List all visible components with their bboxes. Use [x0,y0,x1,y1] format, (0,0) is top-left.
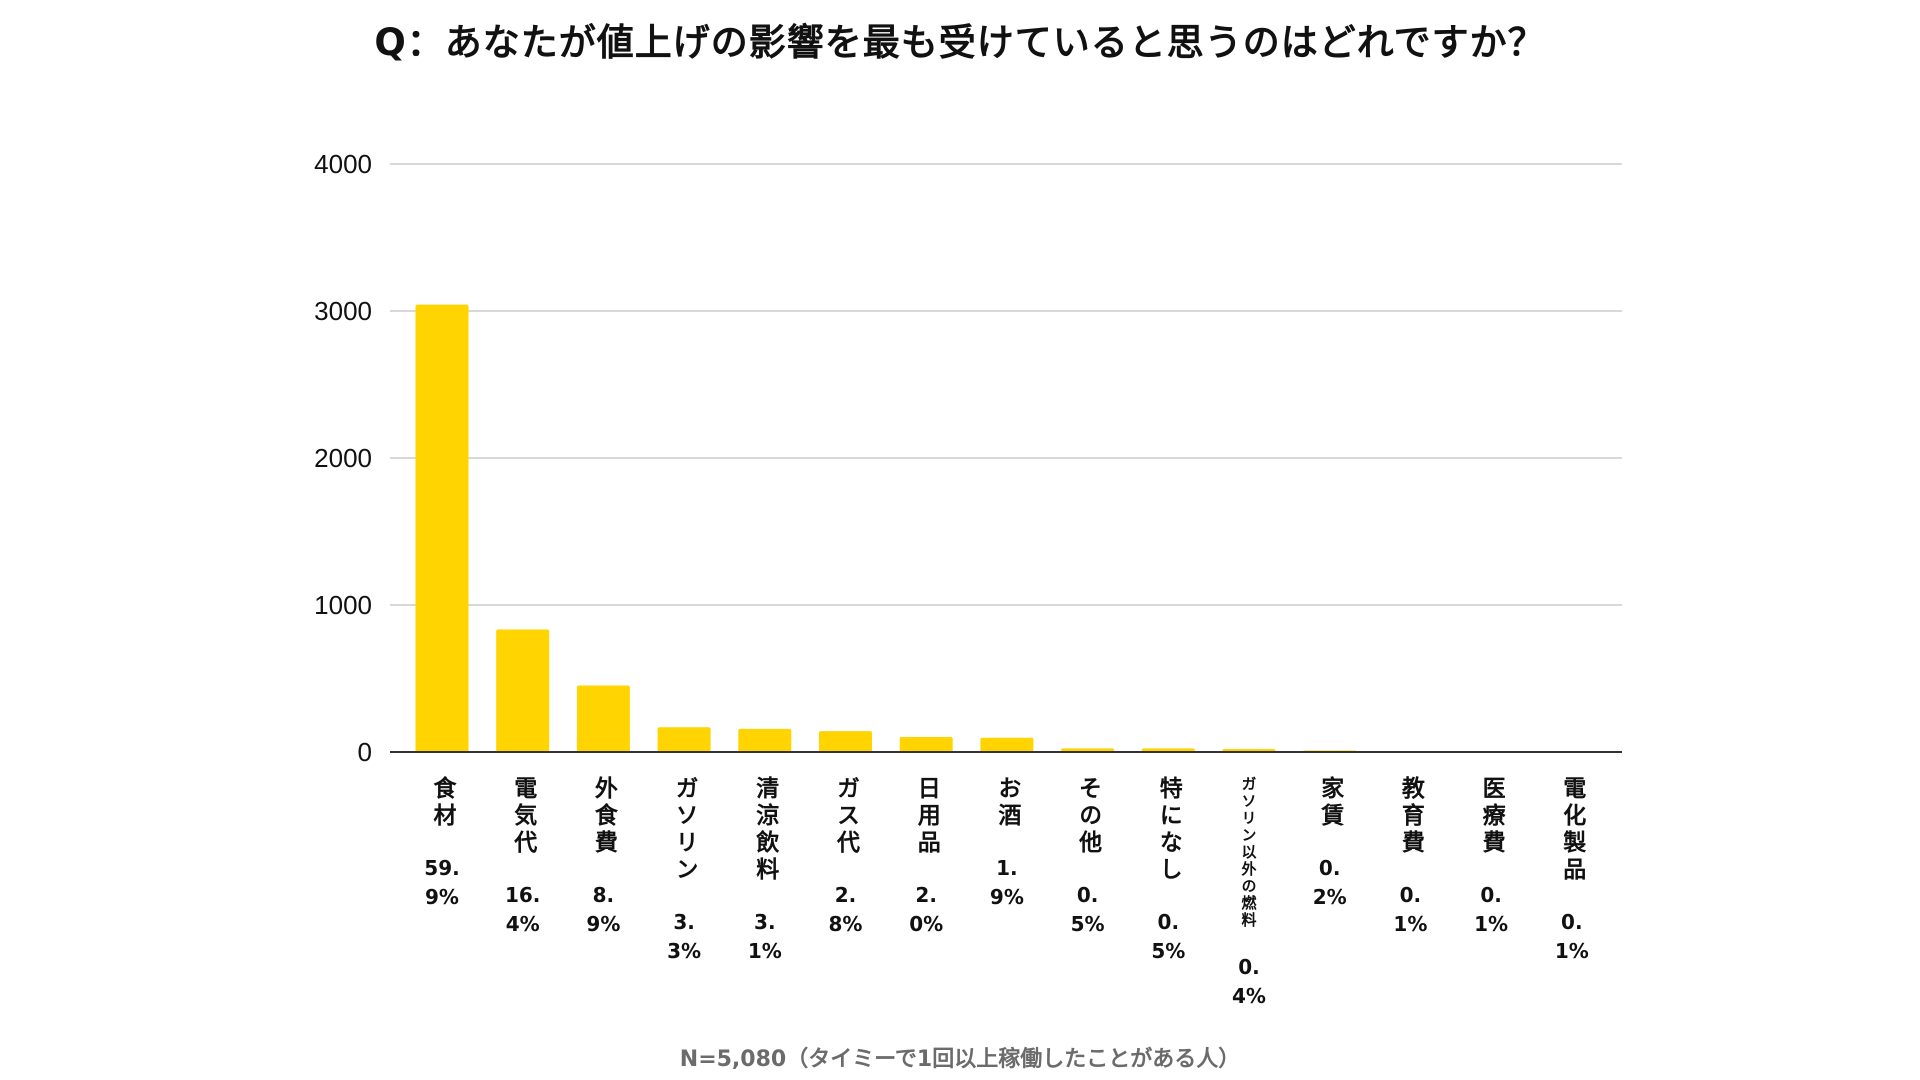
y-tick-label: 1000 [314,590,372,620]
bar [738,728,792,752]
category-label-group: お酒 1.9% [969,776,1045,912]
percent-label: 16.4% [504,883,541,936]
category-label: 外食費 [590,776,617,857]
category-label-group: ガス代 2.8% [808,776,884,939]
category-label-group: 食材 59.9% [404,776,480,912]
category-label-group: 教育費 0.1% [1372,776,1448,939]
category-label: 電化製品 [1558,776,1585,884]
category-label: 電気代 [509,776,536,857]
percent-label: 8.9% [586,883,621,936]
category-label: 特になし [1155,776,1182,884]
bar [657,727,711,752]
percent-label: 2.8% [828,883,863,936]
percent-label: 0.4% [1232,955,1266,1008]
percent-label: 0.5% [1151,910,1186,963]
percent-label: 59.9% [424,856,460,909]
category-label: ガソリン [671,776,698,884]
category-label-group: ガソリン 3.3% [646,776,722,966]
y-axis-ticks: 0 1000 2000 3000 4000 [314,149,372,767]
bar [415,304,469,752]
y-tick-label: 3000 [314,296,372,326]
y-tick-label: 0 [358,737,372,767]
category-label: ガソリン以外の燃料 [1239,776,1258,929]
category-label: 家賃 [1316,776,1343,830]
gridlines [390,163,1622,606]
bar [819,731,872,752]
category-label: 医療費 [1478,776,1505,857]
bars [415,304,1599,752]
category-label-group: 外食費 8.9% [565,776,641,939]
category-label: 清涼飲料 [751,776,778,884]
percent-label: 0.1% [1554,910,1589,963]
category-label: 教育費 [1397,776,1424,857]
category-label-group: その他 0.5% [1050,776,1126,939]
category-label: 日用品 [913,776,940,857]
category-label: その他 [1074,776,1101,857]
category-label-group: 家賃 0.2% [1292,776,1368,912]
y-tick-label: 4000 [314,149,372,179]
percent-label: 0.1% [1474,883,1509,936]
percent-label: 2.0% [909,883,944,936]
category-label-group: 特になし 0.5% [1130,776,1206,966]
category-label-group: 日用品 2.0% [888,776,964,939]
category-label-group: ガソリン以外の燃料 0.4% [1211,776,1287,1011]
category-label-group: 電化製品 0.1% [1534,776,1610,966]
category-label: 食材 [429,776,455,830]
percent-label: 0.2% [1312,856,1347,909]
sample-note: N=5,080（タイミーで1回以上稼働したことがある人） [679,1047,1241,1072]
category-label-group: 医療費 0.1% [1453,776,1529,939]
chart-title: Q：あなたが値上げの影響を最も受けていると思うのはどれですか？ [374,21,1546,64]
percent-label: 3.3% [667,910,702,963]
y-tick-label: 2000 [314,443,372,473]
category-label: ガス代 [832,776,859,857]
bar [576,685,630,752]
percent-label: 3.1% [747,910,782,963]
category-label-group: 清涼飲料 3.1% [727,776,803,966]
percent-label: 0.5% [1070,883,1105,936]
bar [899,737,953,752]
bar [980,737,1034,752]
bar [496,629,550,752]
percent-label: 1.9% [989,856,1024,909]
category-label-group: 電気代 16.4% [485,776,561,939]
category-label: お酒 [993,776,1020,830]
percent-label: 0.1% [1393,883,1428,936]
